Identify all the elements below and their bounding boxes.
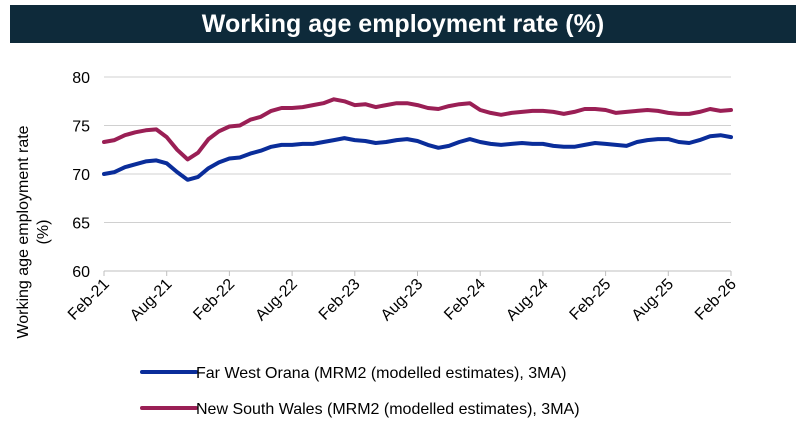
series-line-1 <box>102 133 733 182</box>
x-tick-label: Feb-23 <box>316 276 364 324</box>
chart-title: Working age employment rate (%) <box>10 5 796 43</box>
y-tick-label: 60 <box>72 264 90 281</box>
y-tick-label: 75 <box>72 119 90 136</box>
x-tick-label: Feb-24 <box>441 276 489 324</box>
series-line-2 <box>102 97 733 162</box>
x-tick-label: Aug-21 <box>127 276 176 325</box>
y-tick-label: 80 <box>72 70 90 87</box>
legend-label-2: New South Wales (MRM2 (modelled estimate… <box>196 401 580 418</box>
x-tick-label: Feb-22 <box>190 276 238 324</box>
legend-label-1: Far West Orana (MRM2 (modelled estimates… <box>196 365 566 382</box>
y-axis-label: Working age employment rate (%) <box>15 125 52 338</box>
x-tick-label: Aug-25 <box>629 276 678 325</box>
x-tick-label: Feb-21 <box>65 276 113 324</box>
y-tick-label: 65 <box>72 216 90 233</box>
x-tick-label: Aug-23 <box>378 276 427 325</box>
x-tick-label: Aug-22 <box>252 276 301 325</box>
y-tick-label: 70 <box>72 167 90 184</box>
x-tick-label: Feb-25 <box>567 276 615 324</box>
x-tick-label: Feb-26 <box>692 276 740 324</box>
x-tick-label: Aug-24 <box>503 276 552 325</box>
